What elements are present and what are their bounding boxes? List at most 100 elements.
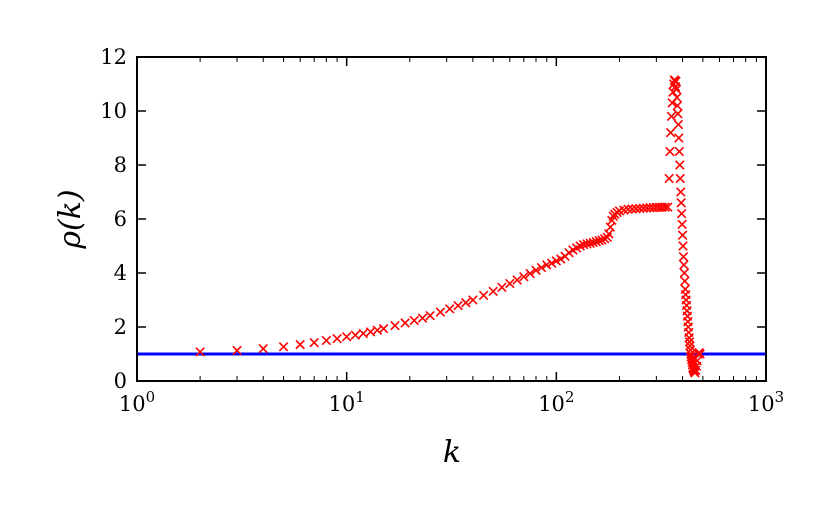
data-point-stroke [585,238,595,249]
data-point-stroke [678,241,688,251]
data-point [672,92,682,103]
data-point [675,160,685,170]
data-point [546,258,557,269]
data-point [660,202,670,212]
data-point [665,127,676,138]
data-point [680,276,690,286]
data-point-stroke [660,202,670,212]
data-point-stroke [365,327,376,337]
y-tick-label: 6 [114,207,127,231]
data-point-stroke [578,239,589,250]
y-tick-label: 10 [100,99,127,123]
data-point-stroke [638,203,649,213]
data-point [627,204,637,214]
data-point-stroke [232,345,242,356]
data-point [372,325,383,336]
data-point-stroke [665,127,676,138]
data-point-stroke [536,262,547,273]
data-point-stroke [435,307,446,317]
data-point [332,333,342,344]
data-point-stroke [627,204,637,214]
data-point-stroke [350,330,361,340]
data-point-stroke [676,208,687,219]
x-tick-label: 100 [119,388,155,416]
data-point [512,275,522,285]
data-point [591,236,602,247]
data-point [488,286,498,297]
x-tick-label: 103 [748,388,784,416]
data-point-stroke [519,272,529,282]
data-point-stroke [468,295,478,305]
y-axis-label: ρ(k) [53,189,88,249]
data-point [350,330,361,340]
data-point [468,295,478,305]
data-point-stroke [588,237,599,248]
data-point-stroke [631,203,641,214]
data-point-stroke [675,160,685,170]
data-point-stroke [531,265,541,276]
data-point [666,111,677,122]
data-point-stroke [664,173,674,184]
data-point [232,345,242,356]
data-point [453,300,463,311]
ticks-layer: 0 2 4 6 8 10 12 100 101 102 103 [100,45,784,416]
data-point [497,282,507,293]
data-point-stroke [546,258,557,269]
data-point-stroke [332,333,342,344]
data-point-stroke [195,347,205,357]
data-point-stroke [341,331,352,342]
data-point [675,173,686,184]
data-point [677,230,688,240]
data-point [400,318,410,328]
data-point-stroke [478,290,489,301]
data-point [679,260,689,270]
data-point [594,235,604,246]
data-point-stroke [675,187,686,197]
data-point [358,328,369,339]
x-tick-label: 102 [538,388,574,416]
data-point-stroke [461,297,471,308]
data-point-stroke [692,355,703,366]
data-point-stroke [685,341,695,351]
data-point-stroke [417,313,428,323]
y-tick-label: 0 [114,369,127,393]
data-point-stroke [309,337,319,348]
data-point-stroke [623,204,633,215]
data-point-stroke [635,203,645,214]
data-point [673,119,684,130]
data-point [278,341,289,352]
y-tick-label: 4 [114,261,127,285]
data-point [676,208,687,219]
data-point [663,202,673,212]
data-point-stroke [676,198,686,208]
data-point-stroke [604,229,614,239]
data-point-stroke [444,304,455,314]
data-point-stroke [671,84,682,95]
data-point-stroke [684,333,694,343]
data-point-stroke [665,146,675,157]
points-layer [195,75,705,378]
data-point-stroke [677,219,687,230]
data-point-stroke [556,254,566,264]
data-point-stroke [488,286,498,297]
plot-frame [136,56,767,382]
data-point [195,347,205,357]
data-point-stroke [525,268,535,279]
data-point [695,349,705,359]
data-point-stroke [680,276,690,286]
data-point-stroke [582,239,592,249]
data-point [556,254,566,264]
data-point-stroke [358,328,369,339]
data-point [525,268,535,279]
data-point-stroke [321,335,332,346]
data-point [478,290,489,301]
data-point-stroke [378,323,389,334]
data-point [321,335,332,346]
data-point-stroke [409,315,419,326]
data-point [309,337,319,348]
data-point [664,173,674,184]
data-point-stroke [678,252,689,262]
data-point [588,237,599,248]
data-point-stroke [372,325,383,336]
